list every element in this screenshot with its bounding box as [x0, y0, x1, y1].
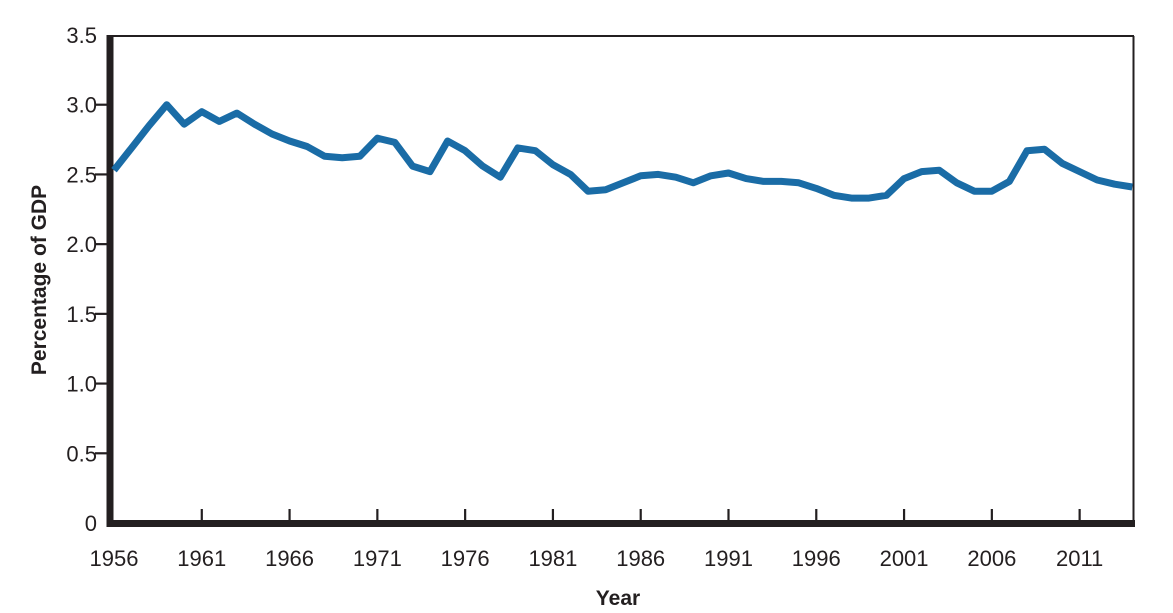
x-tick-label: 1981 — [528, 546, 577, 571]
x-tick-label: 1971 — [353, 546, 402, 571]
x-axis-title: Year — [596, 587, 640, 610]
y-tick-label: 0 — [85, 511, 97, 536]
x-tick-label: 2001 — [880, 546, 929, 571]
x-tick-label: 1991 — [704, 546, 753, 571]
y-axis-title: Percentage of GDP — [28, 185, 51, 375]
y-tick-label: 3.5 — [66, 23, 97, 48]
y-axis-line — [106, 35, 114, 527]
y-tick-label: 3.0 — [66, 93, 97, 118]
x-tick-label: 1976 — [441, 546, 490, 571]
x-tick-label: 1956 — [90, 546, 139, 571]
x-tick-label: 1996 — [792, 546, 841, 571]
y-tick-label: 0.5 — [66, 441, 97, 466]
x-tick-label: 1986 — [616, 546, 665, 571]
x-tick-label: 1961 — [177, 546, 226, 571]
gdp-series-line — [111, 101, 1133, 202]
y-tick-label: 2.5 — [66, 162, 97, 187]
x-tick-label: 1966 — [265, 546, 314, 571]
y-tick-label: 2.0 — [66, 232, 97, 257]
x-tick-label: 2011 — [1056, 546, 1103, 571]
y-tick-label: 1.0 — [66, 372, 97, 397]
y-tick-label: 1.5 — [66, 302, 97, 327]
x-axis-line — [106, 520, 1135, 527]
x-tick-label: 2006 — [967, 546, 1016, 571]
